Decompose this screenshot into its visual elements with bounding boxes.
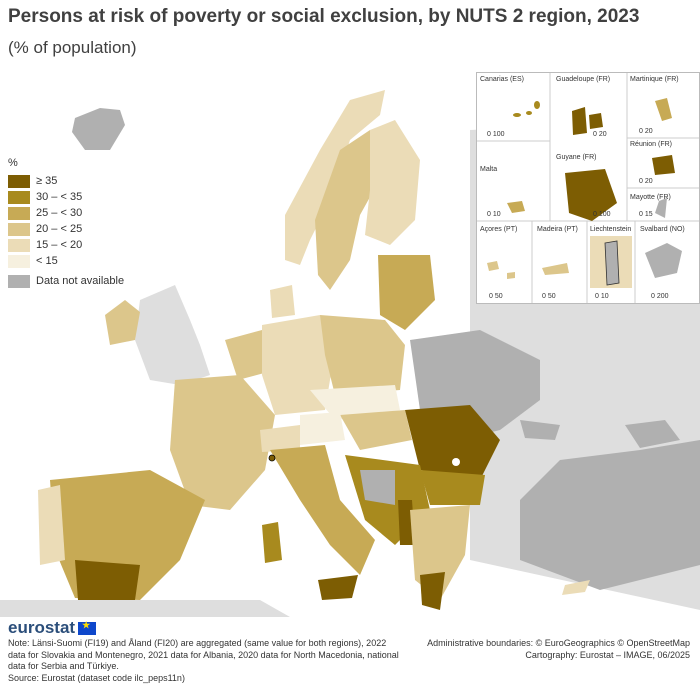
legend-unit: %: [8, 157, 18, 169]
boundaries-credit: Administrative boundaries: © EuroGeograp…: [427, 638, 690, 648]
inset-guadeloupe: Guadeloupe (FR) 0 20: [553, 73, 627, 141]
inset-scale: 0 50: [542, 293, 556, 300]
legend-swatch: [8, 274, 30, 288]
inset-label: Liechtenstein: [590, 226, 632, 233]
region-cyprus: [562, 580, 590, 595]
legend-item: < 15: [8, 253, 124, 269]
region-marker-liechtenstein: [268, 454, 276, 462]
region-italy: [270, 445, 375, 575]
inset-label: Madeira (PT): [537, 226, 578, 233]
region-andalucia: [75, 560, 140, 600]
inset-guyane: Guyane (FR) 0 100: [553, 151, 627, 221]
legend-swatch: [8, 206, 30, 220]
inset-malta: Malta 0 10: [477, 163, 550, 221]
inset-label: Mayotte (FR): [630, 194, 671, 201]
map-legend: % ≥ 35 30 – < 35 25 – < 30 20 – < 25 15 …: [8, 157, 124, 289]
land-north-africa: [0, 600, 290, 617]
inset-martinique: Martinique (FR) 0 20: [627, 73, 699, 138]
inset-scale: 0 100: [593, 211, 611, 218]
inset-scale: 0 10: [595, 293, 609, 300]
legend-item-na: Data not available: [8, 273, 124, 289]
inset-canarias: Canarias (ES) 0 100: [477, 73, 550, 141]
inset-scale: 0 20: [593, 131, 607, 138]
legend-label: ≥ 35: [36, 175, 58, 187]
inset-frames: [477, 73, 699, 303]
inset-reunion: Réunion (FR) 0 20: [627, 138, 699, 188]
region-benelux: [225, 330, 268, 380]
legend-swatch: [8, 254, 30, 268]
region-baltics: [378, 255, 435, 330]
inset-mayotte: Mayotte (FR) 0 15: [627, 191, 699, 221]
inset-madeira: Madeira (PT) 0 50: [534, 223, 587, 303]
logo-text: eurostat: [8, 618, 76, 637]
land-iceland: [72, 108, 125, 150]
region-portugal: [38, 485, 65, 565]
inset-scale: 0 200: [651, 293, 669, 300]
land-turkiye: [520, 440, 700, 590]
legend-label: 25 – < 30: [36, 207, 83, 219]
legend-label: Data not available: [36, 275, 125, 287]
legend-swatch: [8, 238, 30, 252]
region-denmark: [270, 285, 295, 318]
inset-scale: 0 50: [489, 293, 503, 300]
eu-flag-icon: [78, 620, 97, 635]
legend-swatch: [8, 174, 30, 188]
inset-label: Açores (PT): [480, 226, 518, 233]
legend-label: 30 – < 35: [36, 191, 83, 203]
legend-item: 15 – < 20: [8, 237, 124, 253]
note-text: Note: Länsi-Suomi (FI19) and Åland (FI20…: [8, 638, 399, 671]
land-uk: [135, 285, 210, 385]
map-credits: Administrative boundaries: © EuroGeograp…: [405, 638, 690, 661]
legend-label: < 15: [36, 255, 58, 267]
legend-swatch: [8, 222, 30, 236]
land-crimea: [520, 420, 560, 440]
inset-scale: 0 20: [639, 128, 653, 135]
page-title: Persons at risk of poverty or social exc…: [8, 6, 640, 27]
region-peloponnese: [420, 572, 445, 610]
legend-item: 30 – < 35: [8, 189, 124, 205]
region-sicily: [318, 575, 358, 600]
inset-label: Svalbard (NO): [640, 226, 685, 233]
inset-scale: 0 20: [639, 178, 653, 185]
region-austria: [300, 412, 345, 445]
legend-item: ≥ 35: [8, 173, 124, 189]
inset-scale: 0 100: [487, 131, 505, 138]
inset-scale: 0 15: [639, 211, 653, 218]
legend-item: 20 – < 25: [8, 221, 124, 237]
inset-liechtenstein: Liechtenstein 0 10: [587, 223, 635, 303]
region-czechia-slovakia: [310, 385, 400, 420]
inset-label: Guyane (FR): [556, 154, 597, 161]
inset-panel: Canarias (ES) 0 100 Guadeloupe (FR) 0 20…: [476, 72, 700, 304]
region-finland: [365, 120, 420, 245]
region-france: [170, 375, 275, 510]
region-romania: [405, 405, 500, 480]
footnote: Note: Länsi-Suomi (FI19) and Åland (FI20…: [8, 638, 403, 684]
region-switzerland: [260, 425, 300, 452]
region-bulgaria: [420, 470, 485, 505]
inset-svalbard: Svalbard (NO) 0 200: [637, 223, 699, 303]
region-ireland: [105, 300, 140, 345]
inset-label: Martinique (FR): [630, 76, 679, 83]
page-subtitle: (% of population): [8, 38, 137, 57]
eurostat-logo: eurostat: [8, 618, 97, 638]
legend-label: 15 – < 20: [36, 239, 83, 251]
inset-label: Malta: [480, 166, 498, 173]
inset-scale: 0 10: [487, 211, 501, 218]
inset-label: Guadeloupe (FR): [556, 76, 611, 83]
inset-label: Canarias (ES): [480, 76, 524, 83]
region-hungary: [340, 410, 412, 450]
inset-label: Réunion (FR): [630, 141, 673, 148]
legend-label: 20 – < 25: [36, 223, 83, 235]
capital-marker: [452, 458, 460, 466]
region-sardinia: [262, 522, 282, 563]
region-poland: [320, 315, 405, 395]
legend-swatch: [8, 190, 30, 204]
source-text: Source: Eurostat (dataset code ilc_peps1…: [8, 672, 185, 683]
region-sweden: [315, 130, 385, 290]
cartography-credit: Cartography: Eurostat – IMAGE, 06/2025: [525, 649, 690, 660]
region-serbia-bosnia: [360, 470, 395, 505]
legend-item: 25 – < 30: [8, 205, 124, 221]
inset-acores: Açores (PT) 0 50: [477, 223, 532, 303]
land-caucasus: [625, 420, 680, 448]
